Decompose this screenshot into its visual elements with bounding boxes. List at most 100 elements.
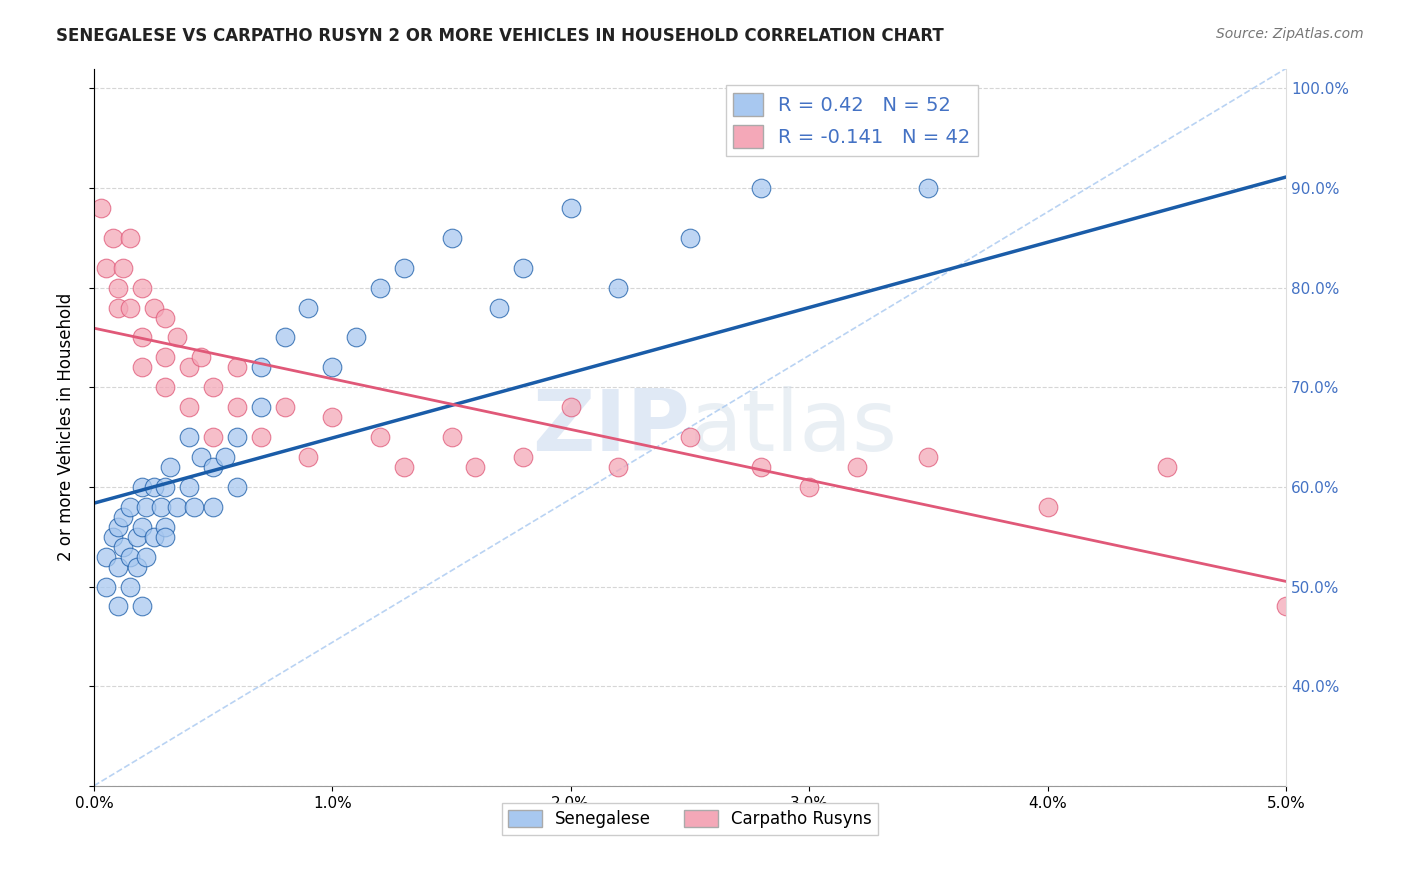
- Point: [179, 401, 201, 415]
- Point: [202, 460, 225, 475]
- Point: [125, 530, 148, 544]
- Point: [607, 281, 630, 295]
- Point: [149, 500, 172, 514]
- Point: [179, 480, 201, 494]
- Point: [512, 260, 534, 275]
- Point: [118, 580, 141, 594]
- Point: [159, 460, 181, 475]
- Point: [107, 599, 129, 614]
- Point: [560, 401, 582, 415]
- Point: [107, 281, 129, 295]
- Point: [166, 500, 188, 514]
- Point: [440, 430, 463, 444]
- Text: SENEGALESE VS CARPATHO RUSYN 2 OR MORE VEHICLES IN HOUSEHOLD CORRELATION CHART: SENEGALESE VS CARPATHO RUSYN 2 OR MORE V…: [56, 27, 943, 45]
- Point: [368, 430, 391, 444]
- Y-axis label: 2 or more Vehicles in Household: 2 or more Vehicles in Household: [58, 293, 75, 561]
- Point: [226, 480, 249, 494]
- Point: [917, 450, 939, 464]
- Point: [226, 360, 249, 375]
- Point: [179, 360, 201, 375]
- Point: [226, 401, 249, 415]
- Point: [111, 260, 134, 275]
- Point: [183, 500, 205, 514]
- Point: [273, 401, 295, 415]
- Point: [118, 301, 141, 315]
- Point: [751, 181, 773, 195]
- Point: [131, 480, 153, 494]
- Point: [190, 450, 212, 464]
- Point: [797, 480, 820, 494]
- Point: [751, 460, 773, 475]
- Point: [368, 281, 391, 295]
- Point: [142, 530, 165, 544]
- Point: [512, 450, 534, 464]
- Point: [464, 460, 486, 475]
- Point: [202, 500, 225, 514]
- Point: [917, 181, 939, 195]
- Point: [226, 430, 249, 444]
- Point: [845, 460, 868, 475]
- Point: [392, 460, 415, 475]
- Point: [155, 480, 177, 494]
- Point: [190, 351, 212, 365]
- Point: [166, 330, 188, 344]
- Point: [118, 549, 141, 564]
- Point: [107, 559, 129, 574]
- Point: [297, 301, 319, 315]
- Point: [679, 430, 702, 444]
- Point: [344, 330, 367, 344]
- Point: [560, 201, 582, 215]
- Point: [94, 580, 117, 594]
- Point: [118, 500, 141, 514]
- Point: [250, 401, 273, 415]
- Point: [135, 500, 157, 514]
- Legend: Senegalese, Carpatho Rusyns: Senegalese, Carpatho Rusyns: [502, 804, 879, 835]
- Point: [488, 301, 510, 315]
- Point: [1275, 599, 1298, 614]
- Point: [155, 310, 177, 325]
- Point: [101, 231, 124, 245]
- Point: [142, 480, 165, 494]
- Point: [1036, 500, 1059, 514]
- Point: [607, 460, 630, 475]
- Text: Source: ZipAtlas.com: Source: ZipAtlas.com: [1216, 27, 1364, 41]
- Point: [297, 450, 319, 464]
- Point: [131, 360, 153, 375]
- Point: [273, 330, 295, 344]
- Point: [94, 260, 117, 275]
- Point: [90, 201, 112, 215]
- Text: ZIP: ZIP: [533, 385, 690, 468]
- Point: [155, 530, 177, 544]
- Text: atlas: atlas: [690, 385, 898, 468]
- Point: [135, 549, 157, 564]
- Point: [131, 599, 153, 614]
- Point: [155, 520, 177, 534]
- Point: [679, 231, 702, 245]
- Point: [111, 540, 134, 554]
- Point: [131, 330, 153, 344]
- Point: [131, 520, 153, 534]
- Point: [202, 380, 225, 394]
- Point: [107, 301, 129, 315]
- Point: [440, 231, 463, 245]
- Point: [155, 351, 177, 365]
- Point: [131, 281, 153, 295]
- Point: [118, 231, 141, 245]
- Point: [392, 260, 415, 275]
- Point: [250, 360, 273, 375]
- Point: [202, 430, 225, 444]
- Point: [321, 410, 343, 425]
- Point: [107, 520, 129, 534]
- Point: [142, 301, 165, 315]
- Point: [1156, 798, 1178, 813]
- Point: [321, 360, 343, 375]
- Point: [214, 450, 236, 464]
- Point: [155, 380, 177, 394]
- Point: [94, 549, 117, 564]
- Point: [1156, 460, 1178, 475]
- Point: [125, 559, 148, 574]
- Point: [101, 530, 124, 544]
- Point: [250, 430, 273, 444]
- Point: [179, 430, 201, 444]
- Point: [111, 509, 134, 524]
